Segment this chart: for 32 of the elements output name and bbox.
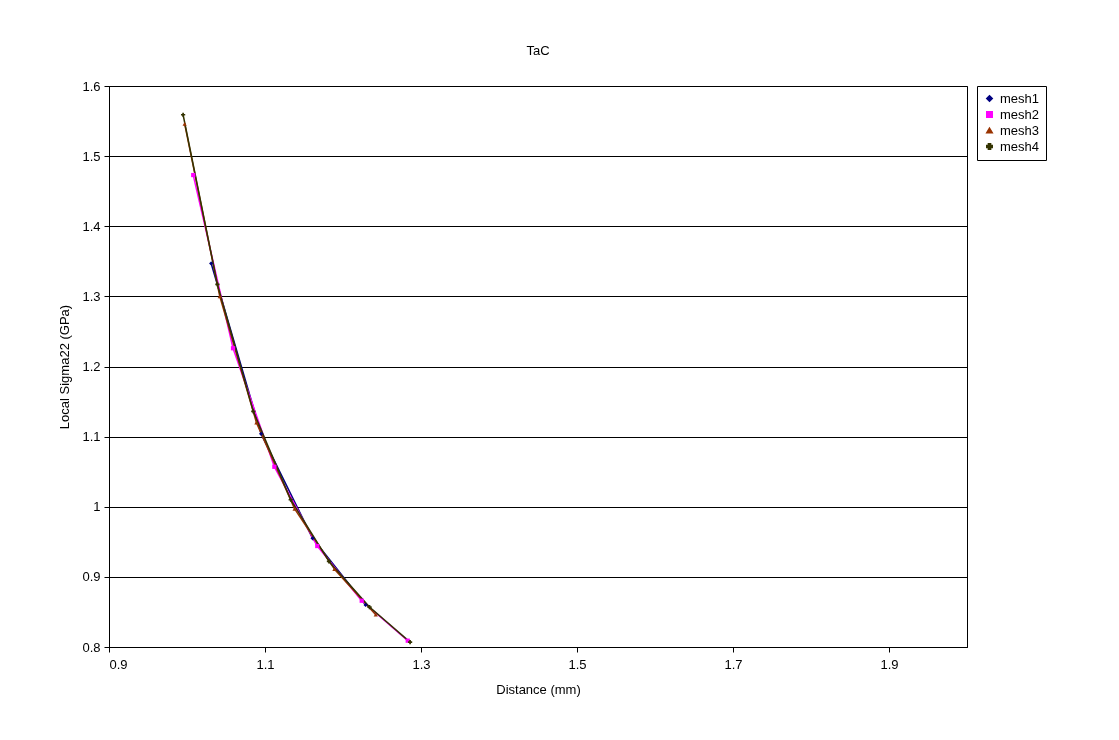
- x-tick-label: 1.9: [880, 656, 899, 672]
- point: [373, 612, 378, 617]
- point: [288, 497, 293, 502]
- x-tick-label: 1.3: [412, 656, 431, 672]
- point: [180, 112, 186, 117]
- y-tick-label: 0.8: [82, 639, 101, 655]
- x-tick-label: 0.9: [109, 656, 128, 672]
- y-tick-label: 1.5: [82, 148, 101, 164]
- x-axis-title: Distance (mm): [496, 681, 581, 697]
- legend-label: mesh3: [1000, 122, 1040, 138]
- x-tick-label: 1.5: [568, 656, 587, 672]
- point: [258, 431, 264, 436]
- y-axis-title: Local Sigma22 (GPa): [57, 304, 73, 430]
- point: [182, 122, 187, 126]
- y-tick-label: 1.4: [82, 218, 101, 234]
- legend-label: mesh4: [1000, 138, 1040, 154]
- x-tick-label: 1.1: [256, 656, 275, 672]
- y-tick-label: 1.1: [82, 429, 101, 445]
- y-tick-label: 1: [93, 499, 101, 515]
- point: [292, 507, 297, 511]
- point: [251, 409, 256, 414]
- y-tick-label: 1.6: [82, 78, 101, 94]
- y-tick-label: 1.3: [82, 288, 101, 304]
- point: [367, 604, 372, 610]
- x-tick-label: 1.7: [724, 656, 743, 672]
- y-tick-label: 0.9: [82, 569, 101, 585]
- legend-label: mesh2: [1000, 106, 1040, 122]
- y-tick-label: 1.2: [82, 359, 101, 374]
- chart-title: TaC: [526, 43, 550, 58]
- legend-label: mesh1: [1000, 90, 1040, 106]
- point: [332, 567, 337, 571]
- point: [326, 559, 332, 564]
